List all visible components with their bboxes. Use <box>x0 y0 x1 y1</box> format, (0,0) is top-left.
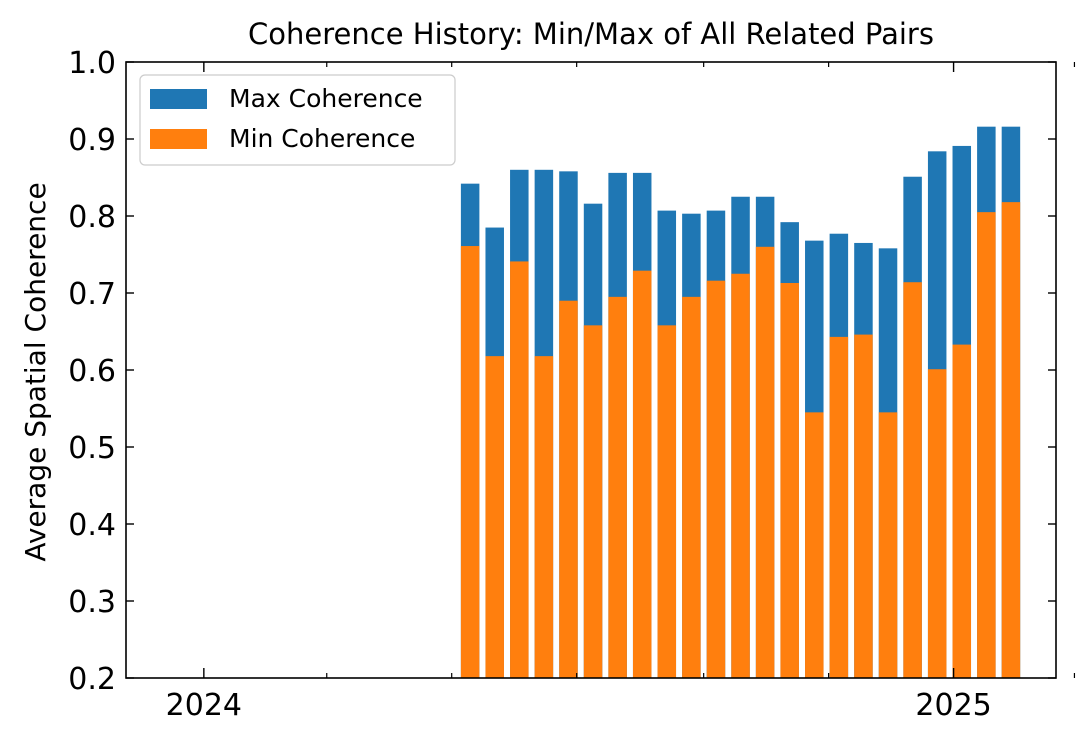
y-tick-label: 0.9 <box>68 123 116 158</box>
legend-label-max: Max Coherence <box>229 84 423 113</box>
bar-min-coherence <box>1001 202 1021 678</box>
bars-layer <box>460 126 1021 679</box>
y-tick-label: 0.4 <box>68 508 116 543</box>
bar-min-coherence <box>559 300 578 678</box>
axes-layer: 0.2 0.3 0.4 0.5 0.6 0.7 0.8 0.9 1.0 2024 2025 <box>68 46 1076 723</box>
y-tick-label: 1.0 <box>68 46 116 81</box>
bar-min-coherence <box>657 325 677 678</box>
y-tick-label: 0.8 <box>68 200 116 235</box>
y-tick-label: 0.3 <box>68 585 116 620</box>
bar-min-coherence <box>632 270 652 678</box>
bar-min-coherence <box>755 246 775 679</box>
x-tick-label: 2024 <box>166 688 242 723</box>
bar-min-coherence <box>780 282 799 678</box>
bar-min-coherence <box>977 212 996 678</box>
chart-title: Coherence History: Min/Max of All Relate… <box>248 17 934 51</box>
bar-min-coherence <box>485 356 504 678</box>
bar-min-coherence <box>510 261 529 678</box>
y-axis-label: Average Spatial Coherence <box>19 182 52 561</box>
legend-swatch-min <box>150 129 207 149</box>
y-tick-label: 0.6 <box>68 354 116 389</box>
legend-label-min: Min Coherence <box>229 124 415 153</box>
bar-min-coherence <box>927 369 947 678</box>
y-tick-label: 0.2 <box>68 662 116 697</box>
legend-swatch-max <box>150 89 207 109</box>
legend: Max Coherence Min Coherence <box>139 74 456 166</box>
bar-min-coherence <box>829 336 849 678</box>
bar-min-coherence <box>583 325 603 678</box>
y-tick-label: 0.5 <box>68 431 116 466</box>
bar-min-coherence <box>952 344 972 678</box>
bar-min-coherence <box>854 334 873 678</box>
bar-min-coherence <box>460 246 480 678</box>
bar-min-coherence <box>805 412 824 678</box>
x-tick-label: 2025 <box>915 688 991 723</box>
bar-min-coherence <box>534 356 554 678</box>
bar-min-coherence <box>682 296 701 678</box>
y-tick-label: 0.7 <box>68 277 116 312</box>
legend-box <box>139 74 456 166</box>
bar-min-coherence <box>706 280 726 678</box>
bar-min-coherence <box>608 296 627 678</box>
bar-min-coherence <box>903 282 922 678</box>
bar-min-coherence <box>878 412 898 678</box>
bar-min-coherence <box>731 273 750 678</box>
